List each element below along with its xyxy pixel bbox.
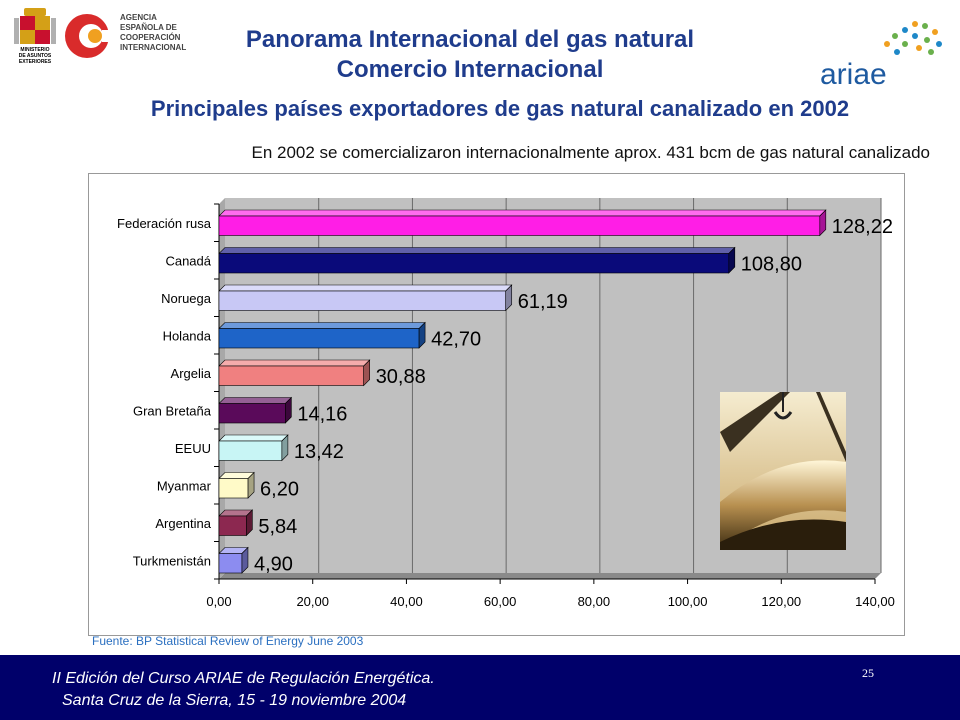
svg-text:DE ASUNTOS: DE ASUNTOS — [19, 53, 52, 59]
category-label: Gran Bretaña — [133, 403, 212, 418]
x-tick-label: 0,00 — [206, 594, 231, 609]
bar-top — [218, 247, 736, 254]
ariae-dots-icon — [884, 21, 942, 55]
bar — [218, 553, 243, 574]
aeci-logo: AGENCIA ESPAÑOLA DE COOPERACIÓN INTERNAC… — [65, 13, 186, 58]
x-tick-label: 60,00 — [484, 594, 517, 609]
svg-text:COOPERACIÓN: COOPERACIÓN — [120, 33, 181, 42]
bar-top — [218, 284, 513, 292]
bar-top — [218, 359, 371, 367]
data-label: 5,84 — [258, 516, 297, 538]
category-label: EEUU — [175, 441, 211, 456]
data-label: 30,88 — [376, 366, 426, 388]
footer-location-line: Santa Cruz de la Sierra, 15 - 19 noviemb… — [62, 692, 407, 709]
data-label: 61,19 — [518, 291, 568, 313]
data-label: 13,42 — [294, 441, 344, 463]
bar-side — [418, 321, 426, 349]
category-label: Argelia — [171, 366, 212, 381]
slide-header: MINISTERIO DE ASUNTOS EXTERIORES AGENCIA… — [0, 0, 960, 95]
bar — [218, 478, 249, 499]
category-label: Canadá — [165, 253, 211, 268]
bar-top — [218, 434, 289, 442]
bar-top — [218, 209, 827, 217]
bar-side — [246, 509, 253, 537]
data-label: 128,22 — [832, 216, 893, 238]
bar-chart: Federación rusa 128,22 Canadá 108,80 Noruega… — [117, 198, 895, 609]
plot-floor — [219, 573, 881, 579]
bar — [218, 365, 364, 386]
data-label: 14,16 — [297, 403, 347, 425]
bar-side — [247, 471, 255, 499]
bar-side — [285, 396, 292, 424]
summary-note: En 2002 se comercializaron internacional… — [251, 143, 930, 162]
bar — [218, 215, 821, 236]
bar-side — [728, 246, 736, 274]
svg-text:MINISTERIO: MINISTERIO — [20, 47, 49, 53]
bar-side — [819, 209, 827, 237]
bar-top — [218, 397, 293, 404]
chart-container: Federación rusa 128,22 Canadá 108,80 Noruega… — [88, 173, 905, 636]
bar-side — [241, 546, 249, 574]
category-label: Noruega — [161, 291, 212, 306]
bar-side — [363, 359, 370, 387]
source-note: Fuente: BP Statistical Review of Energy … — [92, 634, 364, 648]
category-label: Argentina — [155, 516, 211, 531]
bar — [218, 440, 283, 461]
data-label: 108,80 — [741, 253, 802, 275]
category-label: Turkmenistán — [133, 553, 211, 568]
slide-title: Panorama Internacional del gas natural C… — [200, 25, 740, 85]
x-tick-label: 80,00 — [578, 594, 611, 609]
bar — [218, 515, 247, 536]
bar — [218, 253, 730, 274]
bar — [218, 403, 286, 424]
x-tick-label: 100,00 — [668, 594, 708, 609]
bar — [218, 328, 420, 349]
x-tick-label: 140,00 — [855, 594, 895, 609]
x-tick-label: 120,00 — [761, 594, 801, 609]
title-line-1: Panorama Internacional del gas natural — [245, 26, 695, 53]
spain-coat-of-arms-logo: MINISTERIO DE ASUNTOS EXTERIORES — [14, 8, 56, 65]
bar-side — [281, 434, 289, 462]
svg-text:ESPAÑOLA DE: ESPAÑOLA DE — [120, 23, 178, 32]
pipeline-photo — [720, 392, 846, 550]
bar-side — [505, 284, 513, 312]
svg-text:AGENCIA: AGENCIA — [120, 13, 157, 22]
slide-subtitle: Principales países exportadores de gas n… — [150, 96, 850, 121]
data-label: 6,20 — [260, 478, 299, 500]
page-number: 25 — [862, 666, 874, 680]
slide-footer: II Edición del Curso ARIAE de Regulación… — [0, 655, 960, 720]
data-label: 42,70 — [431, 328, 481, 350]
bar — [218, 290, 507, 311]
ariae-logo: ariae — [820, 21, 942, 91]
bar-top — [218, 322, 426, 329]
category-label: Federación rusa — [117, 216, 212, 231]
title-line-2: Comercio Internacional — [336, 56, 604, 83]
svg-text:INTERNACIONAL: INTERNACIONAL — [120, 43, 186, 52]
x-tick-label: 20,00 — [296, 594, 329, 609]
category-label: Holanda — [163, 328, 212, 343]
svg-text:EXTERIORES: EXTERIORES — [19, 59, 52, 65]
data-label: 4,90 — [254, 553, 293, 575]
x-tick-label: 40,00 — [390, 594, 423, 609]
footer-course-line: II Edición del Curso ARIAE de Regulación… — [52, 670, 435, 687]
category-label: Myanmar — [157, 478, 212, 493]
svg-text:ariae: ariae — [820, 58, 887, 91]
